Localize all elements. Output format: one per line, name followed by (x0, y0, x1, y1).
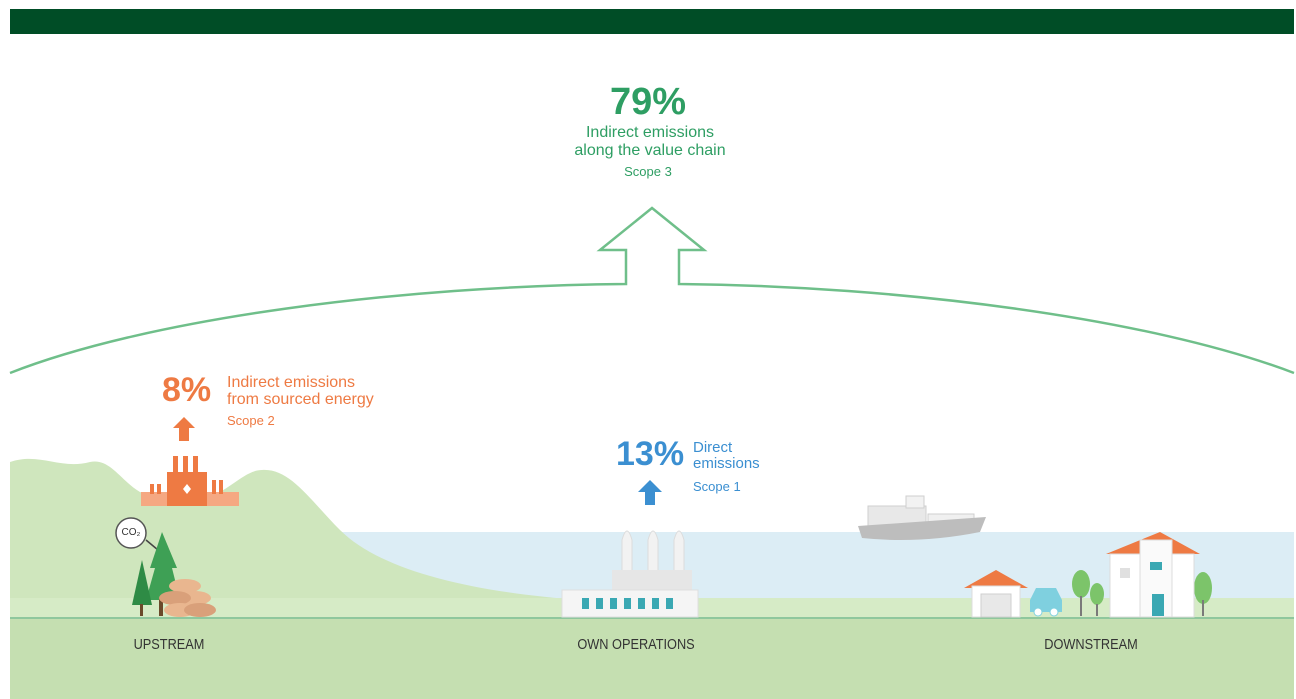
forest-icon (132, 532, 216, 617)
scope3-arc (9, 206, 1295, 375)
trees-icon (1072, 570, 1212, 616)
scope2-label-line1: Indirect emissions (227, 374, 356, 391)
scope3-label-line1: Indirect emissions (585, 124, 715, 141)
scope1-label-line2: emissions (693, 455, 760, 472)
zone-own-operations: OWN OPERATIONS (577, 636, 695, 653)
scope2-percent: 8% (162, 371, 212, 409)
scope3-percent: 79% (609, 81, 687, 123)
zone-downstream: DOWNSTREAM (1044, 636, 1138, 653)
scope1-arrow (638, 480, 662, 505)
garage-icon (964, 570, 1028, 618)
co2-label: CO₂ (121, 527, 141, 538)
power-plant-icon (141, 456, 239, 506)
scope3-scope-label: Scope 3 (624, 164, 672, 179)
co2-arrow (145, 539, 159, 551)
car-icon (1030, 588, 1062, 617)
header-bar (10, 9, 1294, 34)
cargo-ship-icon (858, 495, 986, 540)
scope1-percent: 13% (616, 435, 685, 473)
scope3-label-line2: along the value chain (574, 142, 726, 159)
scope2-label-line2: from sourced energy (227, 391, 374, 408)
ground (10, 618, 1294, 699)
scope2-arrow (173, 417, 195, 441)
scope1-label-line1: Direct (693, 439, 733, 456)
scope2-scope-label: Scope 2 (227, 413, 275, 428)
house-icon (1106, 532, 1200, 618)
scope1-scope-label: Scope 1 (693, 479, 741, 494)
co2-bubble (115, 517, 147, 549)
factory-icon (561, 530, 699, 618)
zone-upstream: UPSTREAM (133, 636, 205, 653)
